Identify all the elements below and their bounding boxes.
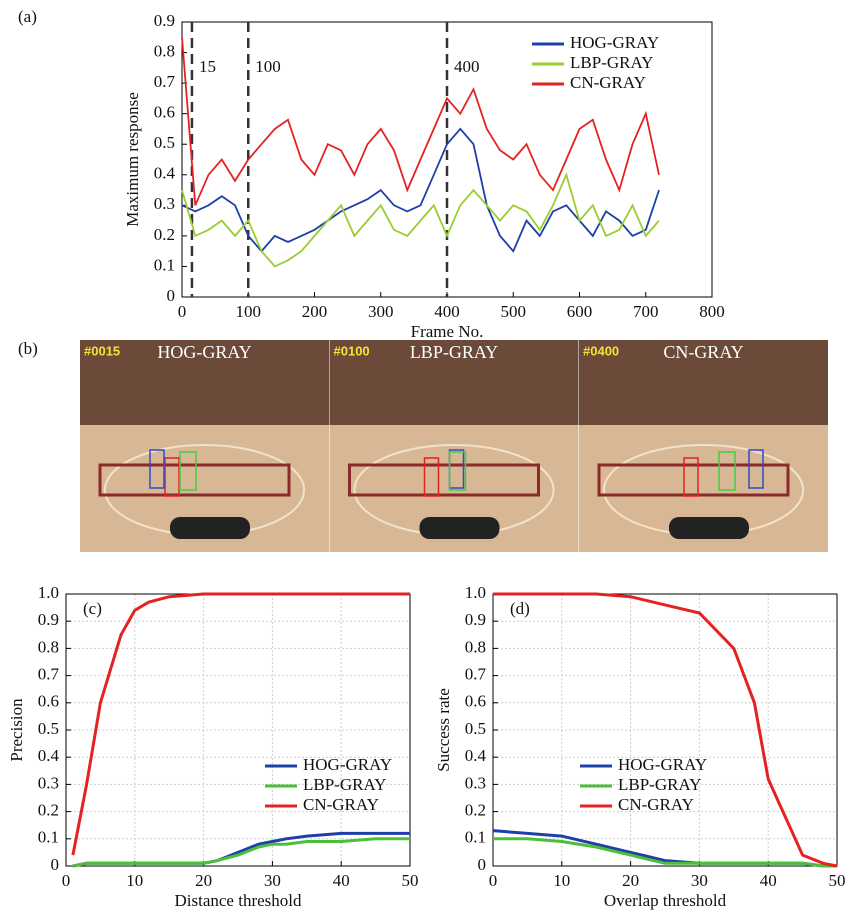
legend-label: LBP-GRAY: [570, 53, 653, 72]
y-tick-label: 0.9: [465, 610, 486, 629]
x-tick-label: 0: [62, 871, 71, 890]
y-tick-label: 0.4: [38, 746, 60, 765]
x-axis-label: Overlap threshold: [604, 891, 727, 910]
y-tick-label: 0: [51, 855, 60, 874]
y-tick-label: 0.2: [38, 801, 59, 820]
y-tick-label: 0.3: [38, 773, 59, 792]
x-tick-label: 400: [434, 302, 460, 321]
y-tick-label: 1.0: [38, 583, 59, 602]
legend-label: CN-GRAY: [570, 73, 646, 92]
x-tick-label: 30: [691, 871, 708, 890]
x-tick-label: 800: [699, 302, 725, 321]
y-tick-label: 0.3: [465, 773, 486, 792]
x-tick-label: 40: [333, 871, 350, 890]
series-line: [493, 831, 837, 866]
y-tick-label: 0.8: [38, 637, 59, 656]
y-tick-label: 0: [478, 855, 487, 874]
y-tick-label: 0.2: [154, 225, 175, 244]
legend-label: HOG-GRAY: [303, 755, 392, 774]
y-tick-label: 0.8: [465, 637, 486, 656]
y-tick-label: 0.8: [154, 41, 175, 60]
frame-id: #0100: [334, 343, 370, 358]
y-axis-label: Precision: [7, 698, 26, 762]
y-tick-label: 0.1: [154, 255, 175, 274]
x-axis-label: Distance threshold: [175, 891, 302, 910]
x-tick-label: 40: [760, 871, 777, 890]
y-tick-label: 0.7: [465, 665, 487, 684]
y-tick-label: 0.7: [154, 72, 176, 91]
marker-label: 400: [454, 57, 480, 76]
y-tick-label: 0.1: [38, 828, 59, 847]
series-line: [73, 839, 410, 866]
marker-label: 100: [255, 57, 281, 76]
x-tick-label: 0: [178, 302, 187, 321]
panel-label: (a): [18, 7, 37, 26]
x-tick-label: 600: [567, 302, 593, 321]
y-tick-label: 0.6: [154, 103, 175, 122]
y-tick-label: 1.0: [465, 583, 486, 602]
scoreboard: [420, 517, 500, 539]
legend-label: CN-GRAY: [303, 795, 379, 814]
legend-label: CN-GRAY: [618, 795, 694, 814]
frame-id: #0015: [84, 343, 120, 358]
x-tick-label: 30: [264, 871, 281, 890]
panel-label: (c): [83, 599, 102, 618]
x-tick-label: 50: [829, 871, 846, 890]
y-tick-label: 0.7: [38, 665, 60, 684]
series-line: [182, 175, 659, 267]
y-tick-label: 0: [167, 286, 176, 305]
panel-label: (d): [510, 599, 530, 618]
series-line: [493, 839, 837, 866]
x-axis-label: Frame No.: [411, 322, 484, 341]
frame-id: #0400: [583, 343, 619, 358]
y-tick-label: 0.9: [38, 610, 59, 629]
x-tick-label: 100: [236, 302, 262, 321]
frame-label: CN-GRAY: [663, 342, 743, 362]
y-tick-label: 0.9: [154, 11, 175, 30]
x-tick-label: 10: [553, 871, 570, 890]
scoreboard: [170, 517, 250, 539]
series-line: [73, 594, 410, 855]
x-tick-label: 20: [622, 871, 639, 890]
y-tick-label: 0.4: [154, 164, 176, 183]
panel-label: (b): [18, 339, 38, 358]
y-tick-label: 0.6: [38, 692, 59, 711]
x-tick-label: 10: [126, 871, 143, 890]
x-tick-label: 0: [489, 871, 498, 890]
legend-label: HOG-GRAY: [618, 755, 707, 774]
legend-label: LBP-GRAY: [618, 775, 701, 794]
y-tick-label: 0.6: [465, 692, 486, 711]
x-tick-label: 500: [501, 302, 527, 321]
series-line: [73, 833, 410, 866]
figure: (a)00.10.20.30.40.50.60.70.80.9010020030…: [0, 0, 850, 915]
legend-label: HOG-GRAY: [570, 33, 659, 52]
legend-label: LBP-GRAY: [303, 775, 386, 794]
frame-label: LBP-GRAY: [410, 342, 498, 362]
y-tick-label: 0.3: [154, 194, 175, 213]
x-tick-label: 700: [633, 302, 659, 321]
y-tick-label: 0.1: [465, 828, 486, 847]
y-axis-label: Success rate: [434, 688, 453, 772]
y-tick-label: 0.5: [38, 719, 59, 738]
y-tick-label: 0.5: [154, 133, 175, 152]
x-tick-label: 20: [195, 871, 212, 890]
y-axis-label: Maximum response: [123, 92, 142, 227]
marker-label: 15: [199, 57, 216, 76]
y-tick-label: 0.2: [465, 801, 486, 820]
x-tick-label: 300: [368, 302, 394, 321]
y-tick-label: 0.5: [465, 719, 486, 738]
frame-label: HOG-GRAY: [157, 342, 251, 362]
y-tick-label: 0.4: [465, 746, 487, 765]
scoreboard: [669, 517, 749, 539]
x-tick-label: 50: [402, 871, 419, 890]
x-tick-label: 200: [302, 302, 328, 321]
